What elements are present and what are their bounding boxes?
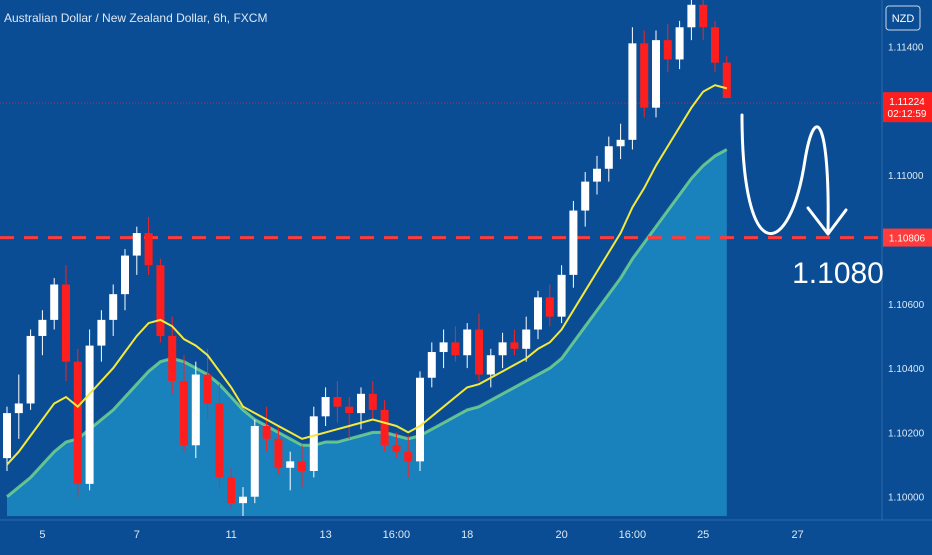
price-tick-label: 1.11400 <box>888 43 924 54</box>
candle-body <box>475 329 483 375</box>
candle-body <box>368 393 377 410</box>
candle-body <box>3 413 11 459</box>
candle-body <box>156 265 165 336</box>
candle-body <box>439 342 448 353</box>
candle-body <box>486 355 495 375</box>
candle-body <box>522 329 531 349</box>
candle-body <box>109 294 118 320</box>
last-price-badge <box>883 92 932 123</box>
time-tick-label: 18 <box>461 529 473 541</box>
time-tick-label: 13 <box>319 529 331 541</box>
candle-body <box>498 342 507 356</box>
time-tick-label: 25 <box>697 529 709 541</box>
candle-body <box>581 181 590 211</box>
level-price-badge <box>883 228 932 247</box>
candle-body <box>534 297 542 330</box>
candle-body <box>26 335 35 404</box>
candle-body <box>687 4 696 28</box>
forecast-arrow <box>740 113 830 235</box>
currency-badge-box <box>885 5 921 31</box>
candle-body <box>274 438 283 468</box>
last-price-value: 1.11224 <box>889 97 925 108</box>
time-tick-label: 5 <box>39 529 45 541</box>
currency-badge-label: NZD <box>892 13 915 25</box>
candle-body <box>333 397 342 407</box>
candle-body <box>203 374 212 404</box>
candle-body <box>144 233 153 266</box>
level-price-value: 1.10806 <box>889 234 926 245</box>
axis-layer: 1.11400 1.11000 1.10600 1.10400 1.10200 1.100… <box>39 43 932 541</box>
candle-body <box>250 425 259 497</box>
candle-body <box>711 27 719 63</box>
candle-body <box>557 274 566 317</box>
time-tick-label: 16:00 <box>383 529 411 541</box>
annotation-layer: 1.1080 <box>740 113 884 290</box>
candle-body <box>180 380 188 446</box>
candle-body <box>392 445 401 452</box>
candle-body <box>357 393 365 414</box>
time-tick-label: 11 <box>225 529 236 541</box>
price-tick-label: 1.10400 <box>888 364 925 375</box>
price-tick-label: 1.10600 <box>888 300 925 311</box>
candle-body <box>699 4 708 28</box>
candle-body <box>73 361 82 484</box>
area-line <box>6 148 728 498</box>
candle-body <box>675 27 684 60</box>
candle-body <box>404 451 413 462</box>
candle-body <box>604 146 613 169</box>
price-tick-label: 1.10000 <box>888 493 925 504</box>
candle-body <box>168 335 177 381</box>
chart-title: Australian Dollar / New Zealand Dollar, … <box>4 11 267 25</box>
candle-body <box>50 284 59 320</box>
candle-body <box>616 139 625 147</box>
candle-body <box>569 210 578 275</box>
candle-body <box>227 477 236 504</box>
candle-body <box>85 345 94 484</box>
candle-body <box>38 319 47 336</box>
time-tick-label: 16:00 <box>619 529 647 541</box>
price-tick-label: 1.10200 <box>888 428 925 439</box>
last-price-countdown: 02:12:59 <box>888 109 927 120</box>
candle-body <box>262 425 271 439</box>
price-tick-label: 1.11000 <box>888 171 924 182</box>
candle-body <box>640 43 649 108</box>
time-tick-label: 7 <box>134 529 140 541</box>
candle-body <box>298 461 306 471</box>
candle-body <box>97 319 106 346</box>
time-tick-label: 27 <box>791 529 803 541</box>
candle-body <box>545 297 554 317</box>
candle-body <box>663 40 672 60</box>
candle-body <box>215 403 224 478</box>
time-tick-label: 20 <box>555 529 567 541</box>
target-price-label: 1.1080 <box>792 257 884 290</box>
moving-average-line <box>6 84 728 466</box>
candle-body <box>62 284 70 362</box>
candle-body <box>652 40 660 108</box>
candle-body <box>380 409 389 446</box>
candle-body <box>191 374 200 446</box>
candle-body <box>14 403 23 414</box>
currency-badge[interactable]: NZD <box>885 5 921 31</box>
candle-body <box>345 406 354 414</box>
candle-body <box>286 461 295 468</box>
candle-body <box>121 255 129 295</box>
candle-body <box>451 342 460 356</box>
candle-body <box>321 397 330 417</box>
candle-layer <box>3 0 731 516</box>
candle-body <box>132 233 141 256</box>
candle-body <box>628 43 637 140</box>
candle-body <box>722 62 731 99</box>
ma-layer <box>6 84 728 466</box>
candle-body <box>427 352 436 378</box>
forecast-arrow-head <box>806 206 848 236</box>
candle-body <box>463 329 472 356</box>
candle-body <box>593 168 601 182</box>
candle-body <box>309 416 318 471</box>
candle-body <box>239 496 247 504</box>
candle-body <box>510 342 519 349</box>
candle-body <box>416 377 424 462</box>
